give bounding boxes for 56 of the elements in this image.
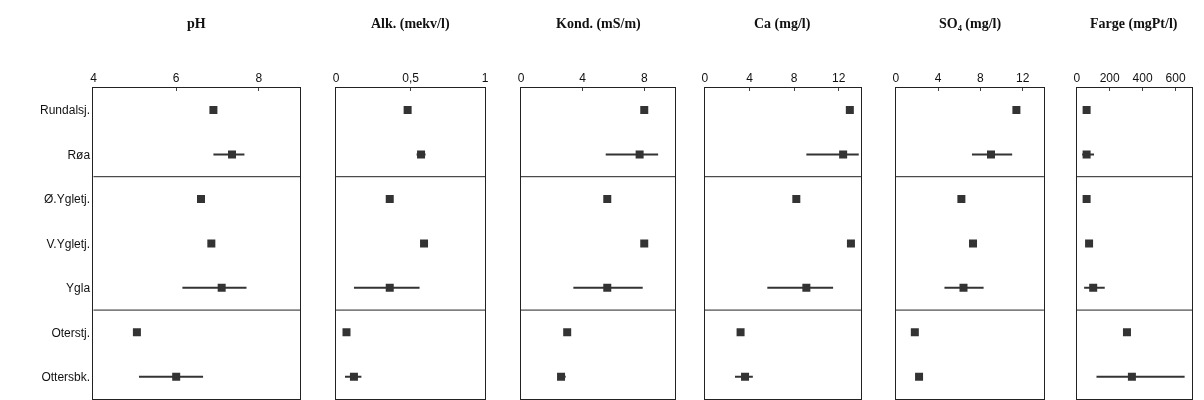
chart-title: SO₄ (mg/l) — [939, 16, 1002, 32]
point — [969, 239, 978, 248]
x-tick-label: 4 — [934, 70, 942, 85]
point — [385, 283, 394, 292]
point — [839, 150, 848, 159]
y-tick-label: Rundalsj. — [40, 103, 91, 118]
point — [1012, 106, 1021, 115]
x-tick-label: 600 — [1165, 70, 1186, 85]
point — [1082, 150, 1091, 159]
chart-title: pH — [187, 16, 206, 31]
point — [802, 283, 811, 292]
x-tick-label: 4 — [746, 70, 754, 85]
y-tick-label: Røa — [67, 147, 91, 162]
chart-title: Farge (mgPt/l) — [1090, 16, 1178, 32]
point — [845, 106, 854, 115]
x-tick-label: 12 — [832, 70, 846, 85]
y-tick-label: V.Ygletj. — [46, 236, 91, 251]
point — [228, 150, 237, 159]
point — [403, 106, 412, 115]
x-tick-label: 0,5 — [402, 70, 420, 85]
x-tick-label: 0 — [892, 70, 900, 85]
point — [349, 372, 358, 381]
x-tick-label: 12 — [1016, 70, 1030, 85]
x-tick-label: 6 — [172, 70, 180, 85]
chart-title: Kond. (mS/m) — [556, 16, 642, 32]
point — [640, 106, 649, 115]
point — [1127, 372, 1136, 381]
x-tick-label: 200 — [1099, 70, 1120, 85]
x-tick-label: 0 — [701, 70, 709, 85]
x-tick-label: 0 — [1073, 70, 1081, 85]
point — [959, 283, 968, 292]
point — [217, 283, 226, 292]
x-tick-label: 4 — [579, 70, 587, 85]
y-tick-label: Ottersbk. — [41, 369, 91, 384]
point — [209, 106, 218, 115]
chart-title: Ca (mg/l) — [754, 16, 811, 32]
x-tick-label: 0 — [517, 70, 525, 85]
x-tick-label: 8 — [255, 70, 263, 85]
x-tick-label: 8 — [977, 70, 985, 85]
y-tick-label: Ygla — [66, 281, 91, 296]
point — [1089, 283, 1098, 292]
x-tick-label: 400 — [1132, 70, 1153, 85]
x-tick-label: 8 — [640, 70, 648, 85]
point — [987, 150, 996, 159]
point — [1082, 106, 1091, 115]
x-tick-label: 8 — [790, 70, 798, 85]
y-tick-label: Oterstj. — [51, 325, 91, 340]
x-tick-label: 4 — [90, 70, 98, 85]
point — [172, 372, 181, 381]
y-tick-label: Ø.Ygletj. — [44, 192, 91, 207]
point — [741, 372, 750, 381]
x-tick-label: 0 — [332, 70, 340, 85]
point — [603, 283, 612, 292]
point — [635, 150, 644, 159]
x-tick-label: 1 — [481, 70, 489, 85]
chart-title: Alk. (mekv/l) — [371, 16, 450, 32]
